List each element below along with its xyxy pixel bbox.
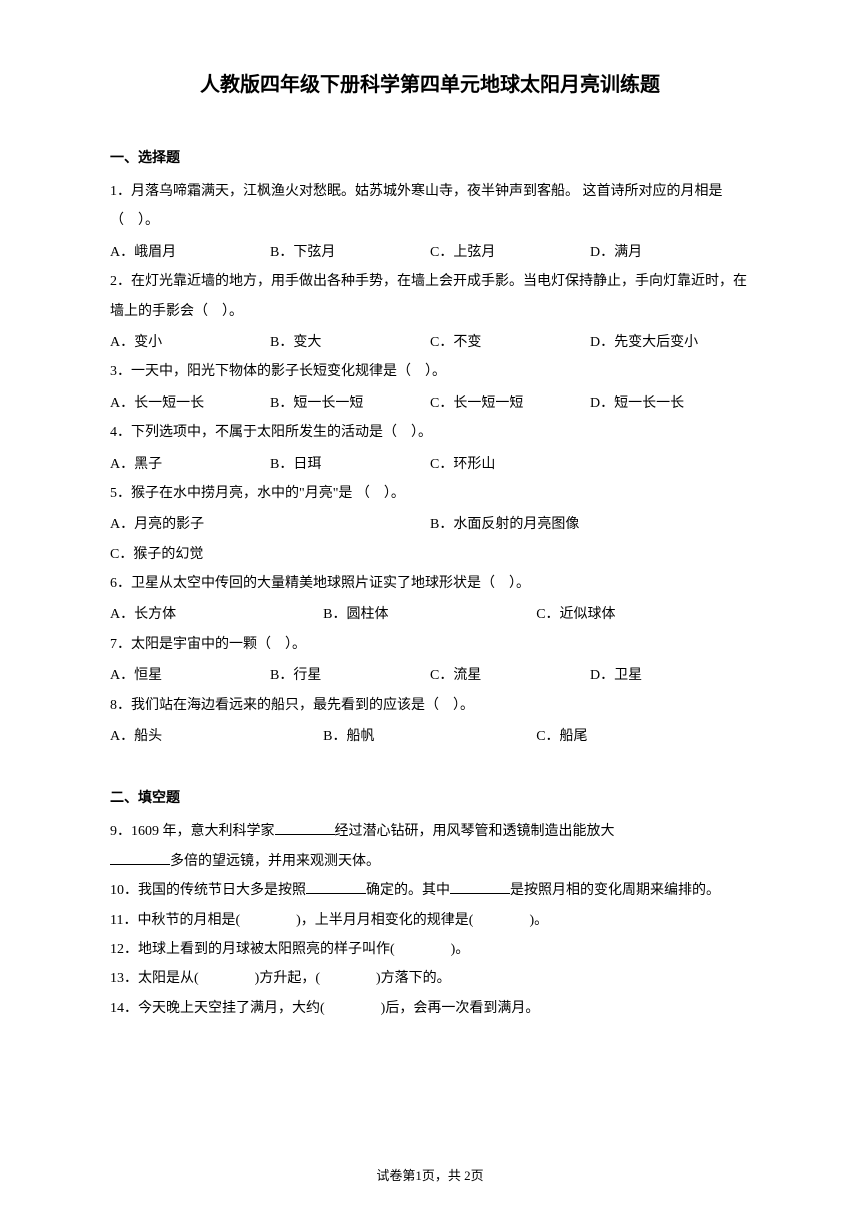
option-3d: D．短一长一长 xyxy=(590,389,750,418)
question-9-part-b: 经过潜心钻研，用风琴管和透镜制造出能放大 xyxy=(335,824,615,839)
option-1a: A．峨眉月 xyxy=(110,238,270,267)
option-2b: B．变大 xyxy=(270,328,430,357)
question-3-options: A．长一短一长 B．短一长一短 C．长一短一短 D．短一长一长 xyxy=(110,389,750,418)
question-6: 6．卫星从太空中传回的大量精美地球照片证实了地球形状是（ ）。 xyxy=(110,569,750,598)
question-4-text: 4．下列选项中，不属于太阳所发生的活动是（ ）。 xyxy=(110,418,750,447)
question-14: 14．今天晚上天空挂了满月，大约( )后，会再一次看到满月。 xyxy=(110,994,750,1023)
question-7-text: 7．太阳是宇宙中的一颗（ ）。 xyxy=(110,630,750,659)
question-2-options: A．变小 B．变大 C．不变 D．先变大后变小 xyxy=(110,328,750,357)
option-5c: C．猴子的幻觉 xyxy=(110,540,430,569)
option-4a: A．黑子 xyxy=(110,450,270,479)
question-8-options: A．船头 B．船帆 C．船尾 xyxy=(110,722,750,751)
question-9-part-a: 9．1609 年，意大利科学家 xyxy=(110,824,275,839)
blank-9-2[interactable] xyxy=(110,851,170,865)
question-1-options: A．峨眉月 B．下弦月 C．上弦月 D．满月 xyxy=(110,238,750,267)
section1-header: 一、选择题 xyxy=(110,147,750,167)
question-2: 2．在灯光靠近墙的地方，用手做出各种手势，在墙上会开成手影。当电灯保持静止，手向… xyxy=(110,267,750,326)
question-5: 5．猴子在水中捞月亮，水中的"月亮"是 （ ）。 xyxy=(110,479,750,508)
option-5b: B．水面反射的月亮图像 xyxy=(430,510,750,539)
blank-10-2[interactable] xyxy=(450,880,510,894)
question-5-text: 5．猴子在水中捞月亮，水中的"月亮"是 （ ）。 xyxy=(110,479,750,508)
question-4-options: A．黑子 B．日珥 C．环形山 xyxy=(110,450,750,479)
question-9: 9．1609 年，意大利科学家 经过潜心钻研，用风琴管和透镜制造出能放大多倍的望远… xyxy=(110,817,750,876)
option-1c: C．上弦月 xyxy=(430,238,590,267)
question-3: 3．一天中，阳光下物体的影子长短变化规律是（ ）。 xyxy=(110,357,750,386)
option-7b: B．行星 xyxy=(270,661,430,690)
question-8: 8．我们站在海边看远来的船只，最先看到的应该是（ ）。 xyxy=(110,691,750,720)
question-2-text: 2．在灯光靠近墙的地方，用手做出各种手势，在墙上会开成手影。当电灯保持静止，手向… xyxy=(110,267,750,326)
option-2d: D．先变大后变小 xyxy=(590,328,750,357)
blank-9-1[interactable] xyxy=(275,821,335,835)
option-8a: A．船头 xyxy=(110,722,323,751)
blank-10-1[interactable] xyxy=(306,880,366,894)
option-5a: A．月亮的影子 xyxy=(110,510,430,539)
question-7: 7．太阳是宇宙中的一颗（ ）。 xyxy=(110,630,750,659)
question-10-part-a: 10．我国的传统节日大多是按照 xyxy=(110,883,306,898)
option-8c: C．船尾 xyxy=(536,722,749,751)
question-6-text: 6．卫星从太空中传回的大量精美地球照片证实了地球形状是（ ）。 xyxy=(110,569,750,598)
option-1b: B．下弦月 xyxy=(270,238,430,267)
question-11: 11．中秋节的月相是( )，上半月月相变化的规律是( )。 xyxy=(110,906,750,935)
question-8-text: 8．我们站在海边看远来的船只，最先看到的应该是（ ）。 xyxy=(110,691,750,720)
question-5-options-row2: C．猴子的幻觉 xyxy=(110,540,750,569)
option-6c: C．近似球体 xyxy=(536,600,749,629)
question-7-options: A．恒星 B．行星 C．流星 D．卫星 xyxy=(110,661,750,690)
option-4b: B．日珥 xyxy=(270,450,430,479)
question-4: 4．下列选项中，不属于太阳所发生的活动是（ ）。 xyxy=(110,418,750,447)
question-12: 12．地球上看到的月球被太阳照亮的样子叫作( )。 xyxy=(110,935,750,964)
option-4c: C．环形山 xyxy=(430,450,590,479)
document-title: 人教版四年级下册科学第四单元地球太阳月亮训练题 xyxy=(110,68,750,97)
option-2c: C．不变 xyxy=(430,328,590,357)
question-13: 13．太阳是从( )方升起，( )方落下的。 xyxy=(110,964,750,993)
question-10: 10．我国的传统节日大多是按照 确定的。其中 是按照月相的变化周期来编排的。 xyxy=(110,876,750,905)
question-3-text: 3．一天中，阳光下物体的影子长短变化规律是（ ）。 xyxy=(110,357,750,386)
option-7a: A．恒星 xyxy=(110,661,270,690)
page-footer: 试卷第1页，共 2页 xyxy=(0,1165,860,1184)
question-9-part-c: 多倍的望远镜，并用来观测天体。 xyxy=(170,854,380,869)
question-6-options: A．长方体 B．圆柱体 C．近似球体 xyxy=(110,600,750,629)
option-2a: A．变小 xyxy=(110,328,270,357)
option-6a: A．长方体 xyxy=(110,600,323,629)
option-7c: C．流星 xyxy=(430,661,590,690)
question-10-part-b: 确定的。其中 xyxy=(366,883,450,898)
question-5-options-row1: A．月亮的影子 B．水面反射的月亮图像 xyxy=(110,510,750,539)
question-1: 1．月落乌啼霜满天，江枫渔火对愁眠。姑苏城外寒山寺，夜半钟声到客船。 这首诗所对… xyxy=(110,177,750,236)
section2-header: 二、填空题 xyxy=(110,787,750,807)
option-8b: B．船帆 xyxy=(323,722,536,751)
option-3a: A．长一短一长 xyxy=(110,389,270,418)
option-3b: B．短一长一短 xyxy=(270,389,430,418)
question-1-text: 1．月落乌啼霜满天，江枫渔火对愁眠。姑苏城外寒山寺，夜半钟声到客船。 这首诗所对… xyxy=(110,177,750,236)
option-1d: D．满月 xyxy=(590,238,750,267)
option-6b: B．圆柱体 xyxy=(323,600,536,629)
option-3c: C．长一短一短 xyxy=(430,389,590,418)
question-10-part-c: 是按照月相的变化周期来编排的。 xyxy=(510,883,720,898)
option-7d: D．卫星 xyxy=(590,661,750,690)
